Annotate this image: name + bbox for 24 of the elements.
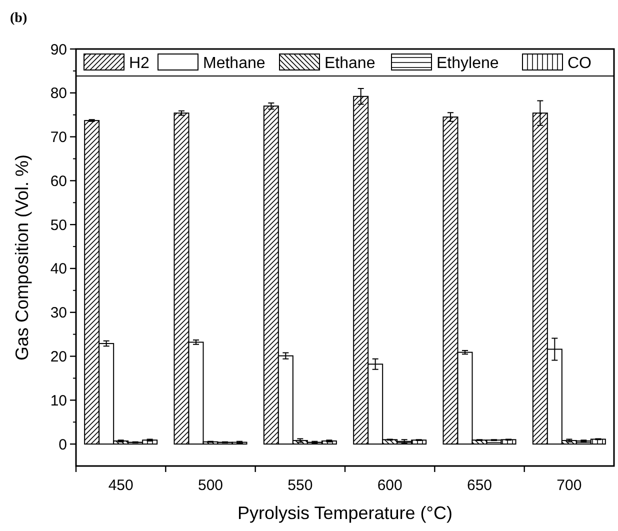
x-tick-label: 600	[377, 477, 402, 494]
x-axis-title: Pyrolysis Temperature (°C)	[238, 503, 452, 523]
x-tick-label: 550	[288, 477, 313, 494]
y-tick-label: 90	[50, 41, 67, 58]
legend-label: H2	[129, 55, 150, 72]
y-tick-label: 80	[50, 85, 67, 102]
legend-label: Ethane	[324, 55, 376, 72]
y-tick-label: 20	[50, 348, 67, 366]
y-tick-label: 50	[50, 216, 67, 234]
legend-label: Ethylene	[436, 55, 499, 72]
y-tick-label: 30	[50, 304, 67, 322]
x-tick-label: 500	[198, 477, 224, 494]
y-tick-label: 0	[58, 436, 67, 454]
x-tick-label: 450	[108, 477, 134, 494]
chart-title: (b)	[10, 11, 28, 26]
y-tick-label: 60	[50, 172, 67, 190]
x-tick-label: 700	[556, 477, 582, 494]
legend-label: Methane	[203, 55, 266, 72]
x-tick-label: 650	[466, 477, 492, 494]
legend-label: CO	[568, 55, 592, 72]
y-axis-title: Gas Composition (Vol. %)	[12, 154, 32, 361]
y-tick-label: 10	[50, 392, 67, 410]
y-tick-label: 40	[50, 260, 67, 278]
y-tick-label: 70	[50, 129, 67, 146]
